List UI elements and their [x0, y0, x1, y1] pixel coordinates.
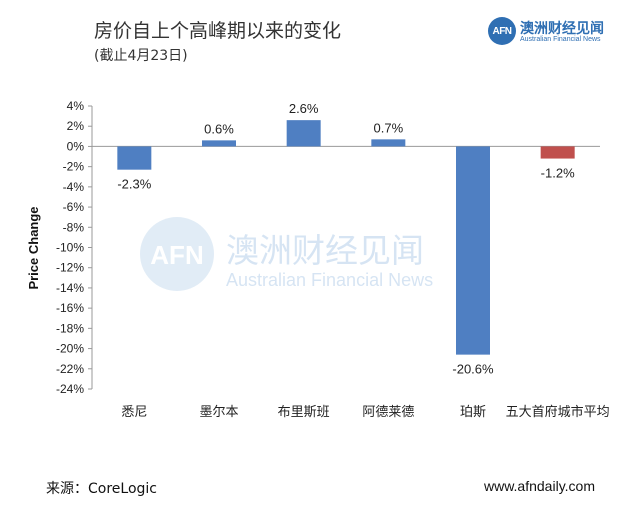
- y-tick-label: -20%: [56, 342, 84, 356]
- bar: [117, 146, 152, 170]
- afn-logo-name-cn: 澳洲财经见闻: [520, 21, 604, 37]
- x-tick-label: 布里斯班: [278, 405, 330, 420]
- afn-logo: AFN 澳洲财经见闻 Australian Financial News: [488, 17, 618, 47]
- watermark-logo-mark: AFN: [150, 240, 203, 270]
- watermark-name-cn: 澳洲财经见闻: [226, 231, 424, 270]
- bar: [540, 146, 575, 159]
- afn-logo-mark: AFN: [488, 17, 516, 45]
- watermark-name-en: Australian Financial News: [226, 270, 433, 290]
- source-note: 来源：CoreLogic: [46, 481, 157, 497]
- chart-title: 房价自上个高峰期以来的变化: [94, 20, 342, 42]
- x-tick-label: 阿德莱德: [362, 405, 414, 420]
- bar: [286, 120, 321, 147]
- data-label: 2.6%: [289, 101, 319, 116]
- x-tick-label: 珀斯: [460, 405, 486, 420]
- y-tick-label: 4%: [67, 99, 85, 113]
- x-tick-label: 五大首府城市平均: [506, 404, 610, 420]
- y-tick-label: -18%: [56, 321, 84, 335]
- y-tick-label: -10%: [56, 241, 84, 255]
- y-tick-label: -12%: [56, 261, 84, 275]
- y-tick-label: -24%: [56, 382, 84, 396]
- y-axis-label: Price Change: [26, 206, 41, 289]
- y-tick-label: -22%: [56, 362, 84, 376]
- afn-logo-name-en: Australian Financial News: [520, 36, 601, 43]
- bar: [202, 140, 236, 147]
- x-tick-label: 悉尼: [121, 405, 147, 420]
- data-label: -20.6%: [452, 362, 494, 377]
- y-tick-label: 2%: [67, 119, 85, 133]
- data-label: 0.6%: [204, 121, 234, 136]
- y-tick-label: -2%: [63, 160, 85, 174]
- y-tick-label: -14%: [56, 281, 84, 295]
- y-tick-label: -8%: [63, 220, 85, 234]
- website-url: www.afndaily.com: [483, 478, 595, 494]
- x-tick-label: 墨尔本: [199, 405, 238, 420]
- y-tick-label: -16%: [56, 301, 84, 315]
- y-tick-label: 0%: [67, 139, 85, 153]
- bar: [371, 139, 406, 147]
- y-tick-label: -6%: [63, 200, 85, 214]
- watermark-logo-circle: [140, 217, 214, 291]
- y-tick-label: -4%: [63, 180, 85, 194]
- data-label: -2.3%: [117, 177, 151, 192]
- chart-subtitle: (截止4月23日): [94, 48, 188, 64]
- data-label: 0.7%: [374, 120, 404, 135]
- bar: [456, 146, 490, 355]
- data-label: -1.2%: [541, 166, 575, 181]
